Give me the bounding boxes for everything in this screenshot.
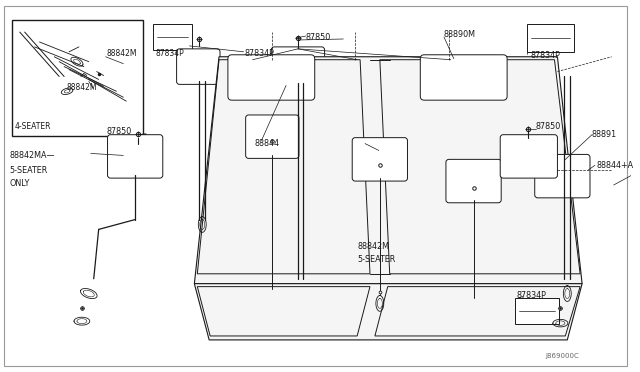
FancyBboxPatch shape — [352, 138, 408, 181]
Text: 87834P: 87834P — [156, 49, 184, 58]
FancyBboxPatch shape — [108, 135, 163, 178]
Bar — [153, 24, 193, 50]
FancyBboxPatch shape — [420, 55, 507, 100]
Text: 87834P: 87834P — [517, 291, 547, 300]
FancyBboxPatch shape — [446, 159, 501, 203]
FancyBboxPatch shape — [535, 154, 590, 198]
FancyBboxPatch shape — [500, 135, 557, 178]
Polygon shape — [195, 57, 582, 284]
Text: 4-SEATER: 4-SEATER — [15, 122, 51, 131]
Bar — [527, 24, 574, 52]
Text: 87850: 87850 — [306, 32, 331, 42]
Text: 88842M: 88842M — [357, 242, 389, 251]
Text: 87850: 87850 — [106, 127, 132, 136]
FancyBboxPatch shape — [271, 47, 324, 86]
Text: 88842MA—: 88842MA— — [10, 151, 56, 160]
Text: 88844: 88844 — [255, 139, 280, 148]
Text: 88890M: 88890M — [444, 29, 476, 39]
Text: 87834P: 87834P — [531, 51, 561, 60]
Text: 5-SEATER: 5-SEATER — [10, 166, 48, 175]
FancyBboxPatch shape — [246, 115, 299, 158]
Text: J869000C: J869000C — [545, 353, 579, 359]
Text: 88842M: 88842M — [66, 83, 97, 92]
Text: ONLY: ONLY — [10, 179, 30, 187]
Polygon shape — [195, 284, 582, 340]
Bar — [515, 298, 559, 324]
Polygon shape — [12, 20, 143, 136]
Text: 5-SEATER: 5-SEATER — [357, 254, 396, 263]
Text: 87850: 87850 — [536, 122, 561, 131]
Text: 87834P: 87834P — [244, 49, 275, 58]
Text: 88891: 88891 — [592, 130, 617, 139]
FancyBboxPatch shape — [228, 55, 315, 100]
Text: 88844+A: 88844+A — [597, 161, 634, 170]
FancyBboxPatch shape — [177, 49, 220, 84]
Text: 88842M: 88842M — [106, 49, 137, 58]
